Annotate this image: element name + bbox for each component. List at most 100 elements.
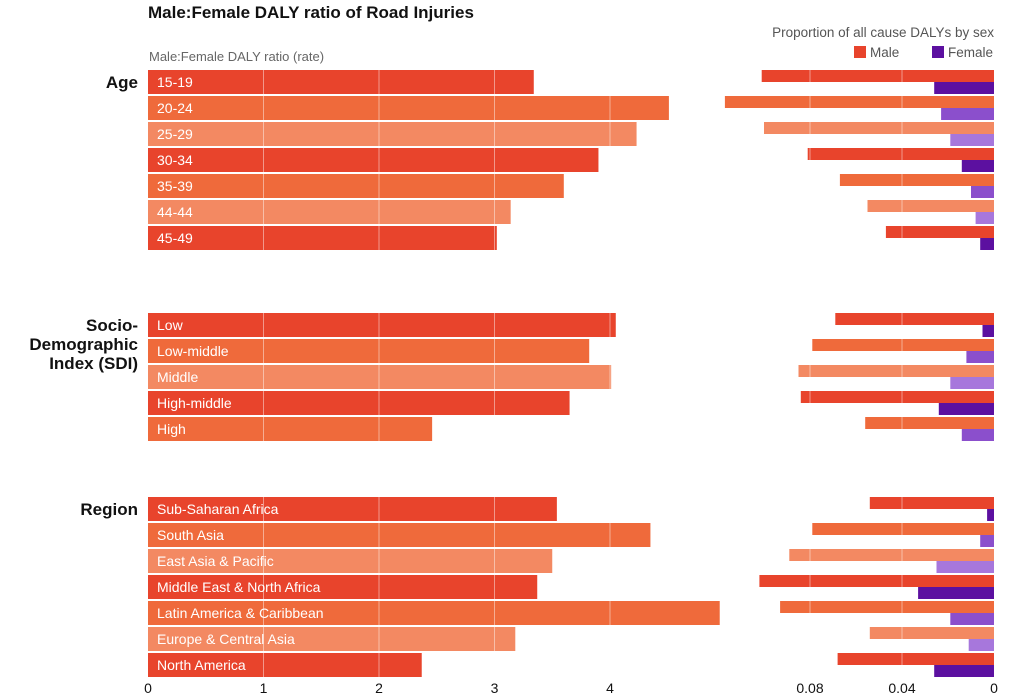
male-proportion-bar [800,391,994,403]
male-proportion-bar [780,601,994,613]
legend-male-swatch [854,46,866,58]
ratio-bar [148,575,538,599]
male-proportion-bar [759,575,994,587]
category-label: 45-49 [157,230,193,246]
category-label: Low-middle [157,343,229,359]
legend-female-label: Female [948,45,993,60]
ratio-bar [148,96,669,120]
male-proportion-bar [798,365,994,377]
category-label: 44-44 [157,204,193,220]
ratio-bar [148,339,590,363]
ratio-bar [148,601,720,625]
category-label: Low [157,317,184,333]
category-label: High-middle [157,395,232,411]
female-proportion-bar [950,134,994,146]
category-label: Middle [157,369,198,385]
ratio-tick-label: 2 [375,680,383,696]
ratio-bars [148,70,720,677]
category-label: 25-29 [157,126,193,142]
group-label: Socio-Demographic Index (SDI) [29,316,138,373]
category-label: 15-19 [157,74,193,90]
male-proportion-bar [761,70,994,82]
male-proportion-bar [839,174,994,186]
female-proportion-bar [968,639,994,651]
female-proportion-bar [950,613,994,625]
ratio-bar [148,226,497,250]
female-proportion-bar [950,377,994,389]
male-proportion-bar [724,96,994,108]
ratio-bar [148,122,637,146]
category-label: 20-24 [157,100,193,116]
ratio-bar [148,653,422,677]
female-proportion-bar [971,186,994,198]
group-labels: Age Socio-Demographic Index (SDI) Region [29,73,138,519]
ratio-bar [148,627,516,651]
ratio-tick-label: 3 [491,680,499,696]
ratio-tick-label: 4 [606,680,614,696]
male-proportion-bar [885,226,994,238]
female-proportion-bar [961,160,994,172]
category-label: Sub-Saharan Africa [157,501,279,517]
female-proportion-bar [980,238,994,250]
ratio-bar [148,497,557,521]
proportion-tick-label: 0 [990,680,998,696]
ratio-bar [148,148,599,172]
category-label: Europe & Central Asia [157,631,295,647]
female-proportion-bar [936,561,994,573]
ratio-bar [148,523,651,547]
proportion-tick-label: 0.08 [796,680,823,696]
legend: Male Female [854,45,993,60]
category-label: 35-39 [157,178,193,194]
ratio-bar [148,391,570,415]
male-proportion-bar [812,523,994,535]
category-labels: 15-19 20-24 25-29 30-34 35-39 44-44 45-49 Low Lo… [157,74,324,673]
proportion-gridlines [809,70,903,665]
male-proportion-bar [789,549,994,561]
male-proportion-bar [837,653,994,665]
ratio-bar [148,200,511,224]
category-label: 30-34 [157,152,193,168]
group-label: Age [106,73,138,92]
ratio-bar [148,174,564,198]
category-label: High [157,421,186,437]
female-proportion-bar [980,535,994,547]
ratio-bar [148,70,534,94]
chart-title: Male:Female DALY ratio of Road Injuries [148,3,474,22]
female-proportion-bar [934,82,994,94]
proportion-tick-label: 0.04 [888,680,915,696]
ratio-bar [148,313,616,337]
right-axis-label: Proportion of all cause DALYs by sex [772,25,994,40]
male-proportion-bar [865,417,994,429]
female-proportion-bar [941,108,994,120]
male-proportion-bar [812,339,994,351]
category-label: Middle East & North Africa [157,579,321,595]
proportion-bars [724,70,994,677]
female-proportion-bar [987,509,994,521]
male-proportion-bar [867,200,994,212]
female-proportion-bar [982,325,994,337]
ratio-bar [148,549,553,573]
proportion-axis-ticks: 0.08 0.04 0 [796,680,998,696]
category-label: South Asia [157,527,224,543]
category-label: East Asia & Pacific [157,553,274,569]
male-proportion-bar [764,122,994,134]
ratio-tick-label: 1 [260,680,268,696]
ratio-axis-ticks: 0 1 2 3 4 [144,680,614,696]
male-proportion-bar [869,627,994,639]
female-proportion-bar [961,429,994,441]
male-proportion-bar [869,497,994,509]
legend-male-label: Male [870,45,899,60]
female-proportion-bar [966,351,994,363]
category-label: Latin America & Caribbean [157,605,324,621]
male-proportion-bar [835,313,994,325]
left-axis-label: Male:Female DALY ratio (rate) [149,49,324,64]
female-proportion-bar [975,212,994,224]
female-proportion-bar [938,403,994,415]
male-proportion-bar [807,148,994,160]
female-proportion-bar [918,587,994,599]
legend-female-swatch [932,46,944,58]
ratio-gridlines [263,70,611,677]
female-proportion-bar [934,665,994,677]
ratio-bar [148,365,612,389]
